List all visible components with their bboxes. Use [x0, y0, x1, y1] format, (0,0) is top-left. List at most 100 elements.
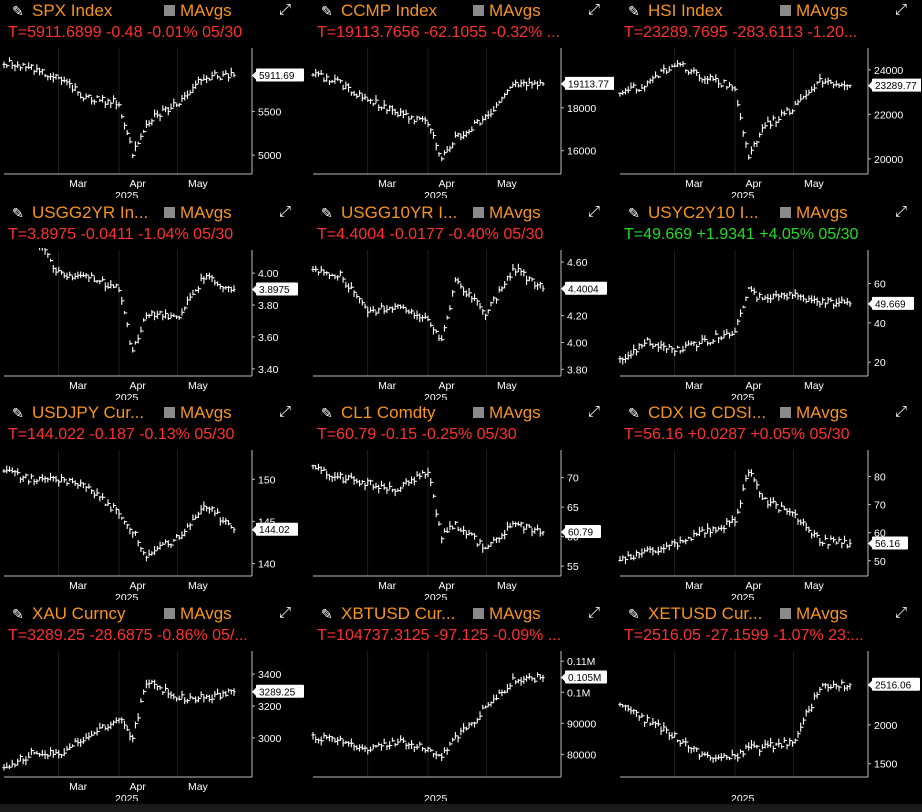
security-title[interactable]: XBTUSD Cur...	[341, 604, 456, 623]
checkbox-icon[interactable]	[473, 5, 484, 16]
expand-icon[interactable]: ⤢	[587, 403, 600, 420]
pencil-icon[interactable]: ✎	[321, 405, 333, 421]
checkbox-icon[interactable]	[473, 407, 484, 418]
chart-panel[interactable]: ✎ XETUSD Cur... MAvgs ⤢ T=2516.05 -27.1599 -…	[616, 603, 921, 801]
mavgs-label[interactable]: MAvgs	[180, 604, 232, 623]
mavgs-label[interactable]: MAvgs	[796, 604, 848, 623]
mavgs-label[interactable]: MAvgs	[489, 403, 541, 422]
checkbox-icon[interactable]	[780, 5, 791, 16]
chart-panel[interactable]: ✎ USDJPY Cur... MAvgs ⤢ T=144.022 -0.187 -0.…	[0, 402, 305, 600]
chart-panel[interactable]: ✎ CDX IG CDSI... MAvgs ⤢ T=56.16 +0.0287 +0.…	[616, 402, 921, 600]
security-title[interactable]: XAU Curncy	[32, 604, 126, 623]
expand-icon[interactable]: ⤢	[587, 1, 600, 18]
price-chart[interactable]: 80 70 60 50 56.16 Mar Apr May 2025	[616, 448, 921, 600]
pencil-icon[interactable]: ✎	[12, 606, 24, 622]
security-title[interactable]: SPX Index	[32, 1, 113, 20]
chart-panel[interactable]: ✎ HSI Index MAvgs ⤢ T=23289.7695 -283.6113 -…	[616, 0, 921, 198]
price-chart[interactable]: 4.00 3.80 3.60 3.40 3.8975 Mar Apr May 2025	[0, 248, 305, 400]
price-chart[interactable]: 18000 16000 19113.77 Mar Apr May 2025	[309, 46, 614, 198]
checkbox-icon[interactable]	[473, 207, 484, 218]
checkbox-icon[interactable]	[164, 5, 175, 16]
price-chart[interactable]: 3400 3200 3000 3289.25 Mar Apr May 2025	[0, 649, 305, 801]
security-title[interactable]: CL1 Comdty	[341, 403, 436, 422]
chart-panel[interactable]: ✎ USGG10YR I... MAvgs ⤢ T=4.4004 -0.0177 -0.…	[309, 202, 614, 400]
expand-icon[interactable]: ⤢	[894, 1, 907, 18]
mavgs-label[interactable]: MAvgs	[489, 1, 541, 20]
expand-icon[interactable]: ⤢	[894, 403, 907, 420]
chart-panel[interactable]: ✎ CCMP Index MAvgs ⤢ T=19113.7656 -62.1055 -…	[309, 0, 614, 198]
mavgs-label[interactable]: MAvgs	[489, 604, 541, 623]
chart-panel[interactable]: ✎ USGG2YR In... MAvgs ⤢ T=3.8975 -0.0411 -1.…	[0, 202, 305, 400]
security-title[interactable]: CDX IG CDSI...	[648, 403, 767, 422]
expand-icon[interactable]: ⤢	[587, 203, 600, 220]
security-title[interactable]: USYC2Y10 I...	[648, 203, 759, 222]
ohlc-bar	[747, 143, 751, 160]
security-title[interactable]: USGG10YR I...	[341, 203, 458, 222]
price-chart[interactable]: 5500 5000 5911.69 Mar Apr May 2025	[0, 46, 305, 198]
mavgs-label[interactable]: MAvgs	[180, 1, 232, 20]
expand-icon[interactable]: ⤢	[894, 604, 907, 621]
last-price-label: 5911.69	[259, 71, 295, 82]
ohlc-bar	[651, 547, 655, 556]
security-title[interactable]: XETUSD Cur...	[648, 604, 763, 623]
ohlc-bar	[503, 529, 507, 540]
chart-panel[interactable]: ✎ XBTUSD Cur... MAvgs ⤢ T=104737.3125 -97.12…	[309, 603, 614, 801]
expand-icon[interactable]: ⤢	[278, 403, 291, 420]
expand-icon[interactable]: ⤢	[587, 604, 600, 621]
checkbox-icon[interactable]	[164, 207, 175, 218]
checkbox-icon[interactable]	[780, 608, 791, 619]
price-chart[interactable]: 0.11M 0.1M 90000 80000 0.105M 2025	[309, 649, 614, 801]
pencil-icon[interactable]: ✎	[628, 3, 640, 19]
ohlc-bar	[637, 343, 641, 353]
mavgs-label[interactable]: MAvgs	[796, 1, 848, 20]
ohlc-bar	[396, 738, 400, 746]
security-title[interactable]: HSI Index	[648, 1, 723, 20]
pencil-icon[interactable]: ✎	[12, 205, 24, 221]
checkbox-icon[interactable]	[164, 407, 175, 418]
checkbox-icon[interactable]	[473, 608, 484, 619]
chart-panel[interactable]: ✎ CL1 Comdty MAvgs ⤢ T=60.79 -0.15 -0.25% 05…	[309, 402, 614, 600]
pencil-icon[interactable]: ✎	[12, 405, 24, 421]
security-title[interactable]: USGG2YR In...	[32, 203, 149, 222]
price-chart[interactable]: 24000 22000 20000 23289.77 Mar Apr May 2025	[616, 46, 921, 198]
expand-icon[interactable]: ⤢	[278, 203, 291, 220]
pencil-icon[interactable]: ✎	[321, 205, 333, 221]
security-title[interactable]: CCMP Index	[341, 1, 438, 20]
expand-icon[interactable]: ⤢	[278, 604, 291, 621]
ohlc-bar	[508, 272, 512, 281]
ohlc-bar	[645, 80, 649, 88]
expand-icon[interactable]: ⤢	[894, 203, 907, 220]
last-price-label: 56.16	[875, 539, 900, 550]
ohlc-bar	[188, 90, 192, 96]
pencil-icon[interactable]: ✎	[628, 205, 640, 221]
mavgs-label[interactable]: MAvgs	[796, 203, 848, 222]
mavgs-label[interactable]: MAvgs	[489, 203, 541, 222]
checkbox-icon[interactable]	[780, 407, 791, 418]
chart-panel[interactable]: ✎ USYC2Y10 I... MAvgs ⤢ T=49.669 +1.9341 +4.…	[616, 202, 921, 400]
pencil-icon[interactable]: ✎	[628, 405, 640, 421]
ohlc-bar	[35, 478, 39, 485]
x-tick-label: Mar	[69, 781, 88, 793]
ohlc-bar	[719, 524, 723, 531]
pencil-icon[interactable]: ✎	[628, 606, 640, 622]
ohlc-bar	[229, 286, 233, 293]
expand-icon[interactable]: ⤢	[278, 1, 291, 18]
checkbox-icon[interactable]	[780, 207, 791, 218]
chart-panel[interactable]: ✎ XAU Curncy MAvgs ⤢ T=3289.25 -28.6875 -0.8…	[0, 603, 305, 801]
pencil-icon[interactable]: ✎	[321, 3, 333, 19]
ohlc-bar	[346, 741, 351, 747]
mavgs-label[interactable]: MAvgs	[180, 203, 232, 222]
checkbox-icon[interactable]	[164, 608, 175, 619]
pencil-icon[interactable]: ✎	[321, 606, 333, 622]
mavgs-label[interactable]: MAvgs	[796, 403, 848, 422]
chart-panel[interactable]: ✎ SPX Index MAvgs ⤢ T=5911.6899 -0.48 -0.01%…	[0, 0, 305, 198]
security-title[interactable]: USDJPY Cur...	[32, 403, 145, 422]
price-chart[interactable]: 60 40 20 49.669 Mar Apr May 2025	[616, 248, 921, 400]
ohlc-bar	[100, 276, 105, 282]
mavgs-label[interactable]: MAvgs	[180, 403, 232, 422]
pencil-icon[interactable]: ✎	[12, 3, 24, 19]
